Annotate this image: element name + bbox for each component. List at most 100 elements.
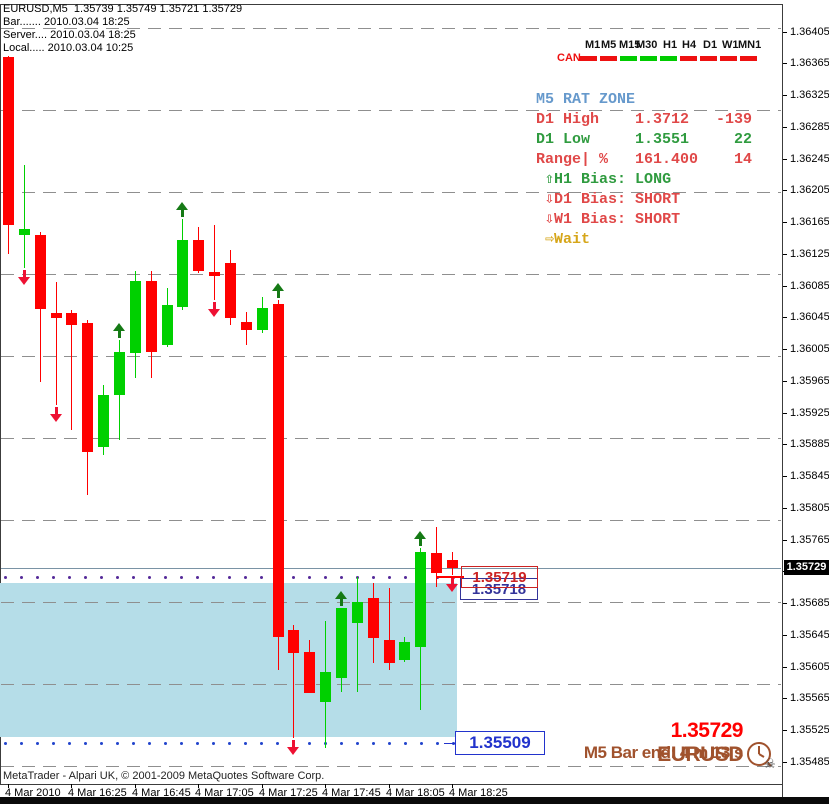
skull-icon: ☠ [764,756,776,771]
gridline [1,438,781,439]
can-state-dash-m5 [600,56,617,61]
candle-body [35,235,46,309]
price-axis-label: 1.35965 [790,375,829,387]
price-axis-label: 1.35485 [790,756,829,768]
timeframe-button-m5[interactable]: M5 [601,39,617,51]
price-axis-tick [783,95,787,96]
price-axis-label: 1.36405 [790,26,829,38]
candle-wick [24,165,25,268]
candle-body [19,229,30,235]
price-axis-label: 1.36285 [790,121,829,133]
zone-bottom-dotted-line [404,742,407,745]
sell-arrow-icon [446,577,459,592]
candle-body [336,608,347,678]
can-state-dash-m30 [640,56,657,61]
zone-top-price-label-red: 1.35719 [461,566,538,588]
gridline [1,28,781,29]
buy-arrow-icon [414,531,427,546]
sell-arrow-icon [50,407,63,422]
sell-arrow-head [18,277,30,285]
axis-corner-divider [782,783,783,797]
time-axis-tick [325,784,326,788]
zone-bottom-dotted-line [148,742,151,745]
bar-countdown-text: M5 Bar end: 4 m 13 s [583,743,744,762]
zone-top-dotted-line [52,576,55,579]
rat-panel-stat-row: D1 High 1.3712 -139 [536,111,753,128]
timeframe-button-m15[interactable]: M15 [619,39,641,51]
price-axis-tick [783,317,787,318]
candle-body [368,598,379,638]
candle-body [384,640,395,663]
zone-bottom-dotted-line [212,742,215,745]
candle-wick [214,225,215,300]
local-time-line: Local..... 2010.03.04 10:25 [3,42,134,54]
sell-arrow-head [446,584,458,592]
price-axis-label: 1.36125 [790,248,829,260]
price-axis-tick [783,667,787,668]
price-axis-label: 1.35605 [790,661,829,673]
can-state-dash-m15 [620,56,637,61]
zone-top-dotted-line [164,576,167,579]
price-axis-label: 1.35925 [790,407,829,419]
gridline [1,192,781,193]
zone-bottom-dotted-line [52,742,55,745]
price-axis-tick [783,698,787,699]
candle-body [146,281,157,352]
sell-arrow-stem [213,302,216,309]
zone-bottom-dotted-line [4,742,7,745]
price-axis-label: 1.36045 [790,311,829,323]
price-axis-tick [783,254,787,255]
timeframe-button-d1[interactable]: D1 [703,39,718,51]
price-axis-label: 1.36325 [790,89,829,101]
rat-panel-stat-row: D1 Low 1.3551 22 [536,131,753,148]
window-bottom-edge [0,797,829,804]
buy-arrow-head [414,531,426,539]
candle-body [225,263,236,318]
price-axis-tick [783,381,787,382]
zone-top-dotted-line [4,576,7,579]
candle-body [114,352,125,395]
time-axis-tick [389,784,390,788]
price-axis-label: 1.36205 [790,184,829,196]
price-axis-tick [783,413,787,414]
rat-panel-bias-row: ⇩W1 Bias: SHORT [536,211,681,228]
candle-body [304,652,315,693]
candle-body [193,240,204,271]
sell-arrow-stem [23,270,26,277]
sell-arrow-head [287,747,299,755]
timeframe-button-m1[interactable]: M1 [585,39,601,51]
clock-icon [747,742,772,767]
buy-arrow-icon [335,591,348,606]
price-axis-tick [783,127,787,128]
rat-panel-title: M5 RAT ZONE [536,91,636,108]
zone-bottom-connector [444,743,455,744]
zone-top-dotted-line [116,576,119,579]
timeframe-button-w1[interactable]: W1 [722,39,739,51]
timeframe-button-h1[interactable]: H1 [663,39,678,51]
price-axis-label: 1.35525 [790,724,829,736]
price-axis-tick [783,476,787,477]
candle-body [288,630,299,653]
time-axis-label: 4 Mar 16:25 [68,787,127,799]
gridline [1,274,781,275]
time-axis-label: 4 Mar 17:25 [259,787,318,799]
down-bias-arrow-icon: ⇩ [536,191,555,208]
zone-top-dotted-line [68,576,71,579]
candle-wick [293,625,294,738]
can-state-dash-h4 [680,56,697,61]
candle-body [320,672,331,702]
zone-top-dotted-line [388,576,391,579]
gridline [1,110,781,111]
timeframe-button-m30[interactable]: M30 [636,39,658,51]
chart-plot-area[interactable] [0,4,783,785]
price-axis-label: 1.36005 [790,343,829,355]
signal-trail-line [437,576,464,578]
buy-arrow-icon [176,202,189,217]
buy-arrow-head [272,283,284,291]
current-price-text: 1.35729 EURUSD [598,719,743,767]
timeframe-button-h4[interactable]: H4 [682,39,697,51]
timeframe-button-mn1[interactable]: MN1 [738,39,762,51]
zone-top-dotted-line [132,576,135,579]
price-axis-tick [783,635,787,636]
